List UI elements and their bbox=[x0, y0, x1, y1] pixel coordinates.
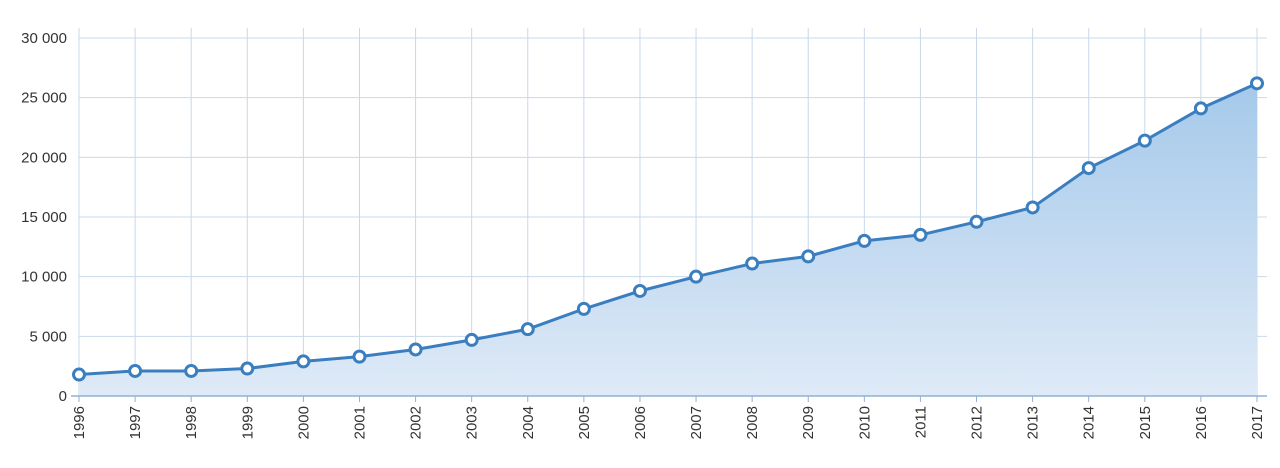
data-point[interactable] bbox=[632, 283, 647, 298]
data-markers bbox=[72, 76, 1264, 382]
x-tick-label: 2008 bbox=[744, 406, 761, 439]
x-tick-label: 2000 bbox=[295, 406, 312, 439]
x-tick-label: 2003 bbox=[464, 406, 481, 439]
data-point[interactable] bbox=[184, 363, 199, 378]
data-point[interactable] bbox=[296, 354, 311, 369]
x-tick-label: 2016 bbox=[1193, 406, 1210, 439]
y-tick-label: 30 000 bbox=[21, 30, 67, 47]
x-tick-label: 1998 bbox=[183, 406, 200, 439]
series-line bbox=[78, 81, 1258, 377]
x-tick-label: 2013 bbox=[1025, 406, 1042, 439]
x-tick-label: 2006 bbox=[632, 406, 649, 439]
data-point[interactable] bbox=[801, 249, 816, 264]
data-point[interactable] bbox=[352, 349, 367, 364]
y-axis-tick-labels: 0 5 000 10 000 15 000 20 000 25 000 30 000 bbox=[21, 30, 67, 405]
data-point[interactable] bbox=[745, 256, 760, 271]
x-tick-label: 1997 bbox=[127, 406, 144, 439]
data-point[interactable] bbox=[464, 332, 479, 347]
y-tick-label: 0 bbox=[59, 388, 67, 405]
x-tick-label: 2005 bbox=[576, 406, 593, 439]
data-point[interactable] bbox=[520, 322, 535, 337]
data-point[interactable] bbox=[128, 363, 143, 378]
area-fill-path bbox=[79, 83, 1257, 396]
x-tick-label: 2012 bbox=[969, 406, 986, 439]
data-point[interactable] bbox=[408, 342, 423, 357]
area-fill bbox=[79, 83, 1257, 396]
series-line-path bbox=[78, 81, 1258, 377]
data-point[interactable] bbox=[857, 233, 872, 248]
data-point[interactable] bbox=[1137, 133, 1152, 148]
x-tick-label: 2001 bbox=[351, 406, 368, 439]
data-point[interactable] bbox=[689, 269, 704, 284]
x-axis-tick-labels: 1996 1997 1998 1999 2000 2001 2002 2003 2004 2005… bbox=[71, 406, 1266, 439]
x-tick-label: 2011 bbox=[912, 406, 929, 438]
data-point[interactable] bbox=[1193, 101, 1208, 116]
data-point[interactable] bbox=[1081, 161, 1096, 176]
x-tick-label: 2015 bbox=[1137, 406, 1154, 439]
y-tick-label: 20 000 bbox=[21, 149, 67, 166]
data-point[interactable] bbox=[1250, 76, 1264, 91]
x-tick-label: 1996 bbox=[71, 406, 88, 439]
data-point[interactable] bbox=[72, 367, 86, 382]
axes bbox=[71, 395, 1267, 402]
data-point[interactable] bbox=[1025, 200, 1040, 215]
y-tick-label: 5 000 bbox=[29, 328, 67, 345]
y-tick-label: 10 000 bbox=[21, 269, 67, 286]
x-tick-label: 1999 bbox=[239, 406, 256, 439]
x-tick-label: 2009 bbox=[800, 406, 817, 439]
data-point[interactable] bbox=[913, 227, 928, 242]
x-tick-label: 2017 bbox=[1249, 406, 1266, 439]
x-tick-label: 2007 bbox=[688, 406, 705, 439]
x-tick-label: 2010 bbox=[856, 406, 873, 439]
x-tick-label: 2002 bbox=[408, 406, 425, 439]
y-tick-label: 15 000 bbox=[21, 209, 67, 226]
x-tick-label: 2014 bbox=[1081, 406, 1098, 439]
y-tick-label: 25 000 bbox=[21, 90, 67, 107]
data-point[interactable] bbox=[969, 214, 984, 229]
data-point[interactable] bbox=[240, 361, 255, 376]
data-point[interactable] bbox=[576, 301, 591, 316]
x-tick-label: 2004 bbox=[520, 406, 537, 439]
